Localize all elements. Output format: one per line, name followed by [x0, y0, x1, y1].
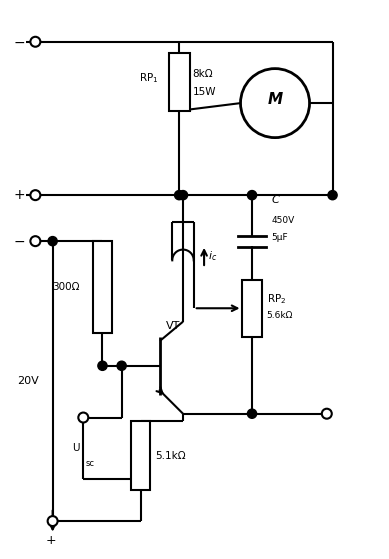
Circle shape: [30, 190, 40, 200]
Text: RP$_1$: RP$_1$: [138, 72, 158, 85]
Text: M: M: [268, 92, 282, 107]
Text: C: C: [271, 195, 279, 205]
Circle shape: [98, 361, 107, 371]
Bar: [242, 280, 262, 337]
Circle shape: [322, 409, 332, 419]
Circle shape: [328, 191, 337, 200]
Bar: [131, 421, 151, 490]
Text: 15W: 15W: [193, 87, 216, 97]
Text: 20V: 20V: [18, 376, 39, 386]
Circle shape: [30, 236, 40, 246]
Circle shape: [175, 191, 184, 200]
Circle shape: [240, 69, 310, 138]
Circle shape: [117, 361, 126, 371]
Circle shape: [47, 516, 58, 526]
Text: $+$: $+$: [45, 534, 56, 547]
Bar: [93, 241, 112, 333]
Text: sc: sc: [85, 459, 94, 468]
Text: $-$: $-$: [13, 234, 25, 248]
Circle shape: [78, 413, 88, 423]
Circle shape: [48, 236, 57, 246]
Text: VT: VT: [166, 321, 180, 331]
Circle shape: [247, 409, 257, 418]
Text: 450V: 450V: [271, 216, 294, 225]
Text: 8kΩ: 8kΩ: [193, 69, 213, 79]
Text: $i_c$: $i_c$: [208, 249, 217, 263]
Text: $+$: $+$: [13, 188, 25, 202]
Circle shape: [247, 191, 257, 200]
Text: 5.6kΩ: 5.6kΩ: [266, 311, 293, 320]
Text: U: U: [72, 443, 79, 453]
Text: $-$: $-$: [13, 35, 25, 49]
Text: 5μF: 5μF: [271, 234, 288, 243]
Bar: [168, 53, 190, 111]
Text: 300Ω: 300Ω: [52, 282, 79, 292]
Circle shape: [30, 37, 40, 47]
Text: 5.1kΩ: 5.1kΩ: [155, 451, 186, 461]
Circle shape: [179, 191, 187, 200]
Text: RP$_2$: RP$_2$: [266, 292, 286, 306]
